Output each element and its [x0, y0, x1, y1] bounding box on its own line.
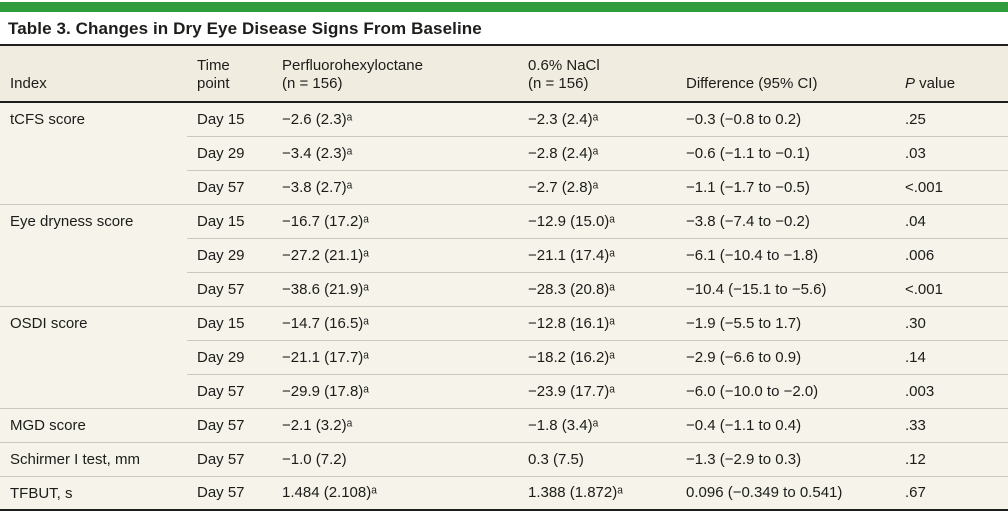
table-row-tcfs-day15: tCFS score Day 15 −2.6 (2.3)ᵃ −2.3 (2.4)… [0, 101, 1008, 204]
table-row-schirmer-day57: Schirmer I test, mm Day 57 −1.0 (7.2) 0.… [0, 441, 1008, 476]
time-cell: Day 57 [187, 271, 272, 306]
index-cell-mgd: MGD score [0, 407, 187, 442]
header-row: Index Time point Perfluorohexyloctane (n… [0, 45, 1008, 103]
p-value-cell: .30 [895, 305, 1008, 340]
difference-cell: 0.096 (−0.349 to 0.541) [676, 475, 895, 510]
drug-value-cell: −29.9 (17.8)ᵃ [272, 373, 518, 408]
drug-value-cell: 1.484 (2.108)ᵃ [272, 475, 518, 510]
time-cell: Day 29 [187, 237, 272, 272]
table-row-mgd-day57: MGD score Day 57 −2.1 (3.2)ᵃ −1.8 (3.4)ᵃ… [0, 407, 1008, 442]
column-header-time-point: Time point [187, 45, 272, 103]
dry-eye-signs-table: Index Time point Perfluorohexyloctane (n… [0, 44, 1008, 511]
p-value-cell: .33 [895, 407, 1008, 442]
column-header-difference: Difference (95% CI) [676, 45, 895, 103]
difference-cell: −6.1 (−10.4 to −1.8) [676, 237, 895, 272]
time-cell: Day 29 [187, 135, 272, 170]
drug-value-cell: −3.4 (2.3)ᵃ [272, 135, 518, 170]
time-cell: Day 15 [187, 305, 272, 340]
index-cell-osdi: OSDI score [0, 305, 187, 408]
table-row-dryness-day57: Day 57 −38.6 (21.9)ᵃ −28.3 (20.8)ᵃ −10.4… [0, 271, 1008, 306]
difference-cell: −0.3 (−0.8 to 0.2) [676, 101, 895, 136]
nacl-value-cell: −12.9 (15.0)ᵃ [518, 203, 676, 238]
difference-cell: −0.6 (−1.1 to −0.1) [676, 135, 895, 170]
time-cell: Day 57 [187, 407, 272, 442]
column-header-index: Index [0, 45, 187, 103]
table-body: tCFS score Day 15 −2.6 (2.3)ᵃ −2.3 (2.4)… [0, 101, 1008, 510]
column-header-perfluorohexyloctane: Perfluorohexyloctane (n = 156) [272, 45, 518, 103]
time-cell: Day 15 [187, 203, 272, 238]
difference-cell: −1.3 (−2.9 to 0.3) [676, 441, 895, 476]
table-row-osdi-day29: Day 29 −21.1 (17.7)ᵃ −18.2 (16.2)ᵃ −2.9 … [0, 339, 1008, 374]
difference-cell: −1.1 (−1.7 to −0.5) [676, 169, 895, 204]
p-value-cell: .12 [895, 441, 1008, 476]
difference-cell: −0.4 (−1.1 to 0.4) [676, 407, 895, 442]
nacl-value-cell: −2.8 (2.4)ᵃ [518, 135, 676, 170]
time-cell: Day 57 [187, 373, 272, 408]
p-value-cell: .04 [895, 203, 1008, 238]
time-cell: Day 57 [187, 475, 272, 510]
nacl-value-cell: −21.1 (17.4)ᵃ [518, 237, 676, 272]
difference-cell: −1.9 (−5.5 to 1.7) [676, 305, 895, 340]
drug-value-cell: −38.6 (21.9)ᵃ [272, 271, 518, 306]
time-cell: Day 57 [187, 169, 272, 204]
nacl-value-cell: −18.2 (16.2)ᵃ [518, 339, 676, 374]
p-value-cell: .03 [895, 135, 1008, 170]
p-value-cell: .003 [895, 373, 1008, 408]
nacl-value-cell: −23.9 (17.7)ᵃ [518, 373, 676, 408]
table-row-tcfs-day57: Day 57 −3.8 (2.7)ᵃ −2.7 (2.8)ᵃ −1.1 (−1.… [0, 169, 1008, 204]
table-row-dryness-day15: Eye dryness score Day 15 −16.7 (17.2)ᵃ −… [0, 203, 1008, 306]
drug-value-cell: −2.1 (3.2)ᵃ [272, 407, 518, 442]
p-value-cell: <.001 [895, 271, 1008, 306]
time-cell: Day 29 [187, 339, 272, 374]
drug-value-cell: −1.0 (7.2) [272, 441, 518, 476]
drug-value-cell: −2.6 (2.3)ᵃ [272, 101, 518, 136]
table-title: Table 3. Changes in Dry Eye Disease Sign… [8, 19, 482, 38]
table-accent-bar [0, 2, 1008, 12]
table-row-osdi-day57: Day 57 −29.9 (17.8)ᵃ −23.9 (17.7)ᵃ −6.0 … [0, 373, 1008, 408]
drug-value-cell: −27.2 (21.1)ᵃ [272, 237, 518, 272]
p-value-cell: .67 [895, 475, 1008, 510]
nacl-value-cell: −28.3 (20.8)ᵃ [518, 271, 676, 306]
index-cell-schirmer: Schirmer I test, mm [0, 441, 187, 476]
column-header-nacl: 0.6% NaCl (n = 156) [518, 45, 676, 103]
drug-value-cell: −16.7 (17.2)ᵃ [272, 203, 518, 238]
nacl-value-cell: −12.8 (16.1)ᵃ [518, 305, 676, 340]
difference-cell: −10.4 (−15.1 to −5.6) [676, 271, 895, 306]
column-header-p-value: P value [895, 45, 1008, 103]
difference-cell: −3.8 (−7.4 to −0.2) [676, 203, 895, 238]
nacl-value-cell: 1.388 (1.872)ᵃ [518, 475, 676, 510]
time-cell: Day 57 [187, 441, 272, 476]
p-value-cell: .25 [895, 101, 1008, 136]
table-row-osdi-day15: OSDI score Day 15 −14.7 (16.5)ᵃ −12.8 (1… [0, 305, 1008, 408]
index-cell-eye-dryness: Eye dryness score [0, 203, 187, 306]
table-row-tcfs-day29: Day 29 −3.4 (2.3)ᵃ −2.8 (2.4)ᵃ −0.6 (−1.… [0, 135, 1008, 170]
p-value-cell: .14 [895, 339, 1008, 374]
index-cell-tfbut: TFBUT, s [0, 475, 187, 510]
drug-value-cell: −21.1 (17.7)ᵃ [272, 339, 518, 374]
p-value-cell: <.001 [895, 169, 1008, 204]
time-cell: Day 15 [187, 101, 272, 136]
difference-cell: −6.0 (−10.0 to −2.0) [676, 373, 895, 408]
index-cell-tcfs: tCFS score [0, 101, 187, 204]
nacl-value-cell: 0.3 (7.5) [518, 441, 676, 476]
nacl-value-cell: −2.3 (2.4)ᵃ [518, 101, 676, 136]
p-value-cell: .006 [895, 237, 1008, 272]
difference-cell: −2.9 (−6.6 to 0.9) [676, 339, 895, 374]
table-header: Index Time point Perfluorohexyloctane (n… [0, 45, 1008, 103]
table-row-tfbut-day57: TFBUT, s Day 57 1.484 (2.108)ᵃ 1.388 (1.… [0, 475, 1008, 510]
nacl-value-cell: −1.8 (3.4)ᵃ [518, 407, 676, 442]
drug-value-cell: −14.7 (16.5)ᵃ [272, 305, 518, 340]
table-row-dryness-day29: Day 29 −27.2 (21.1)ᵃ −21.1 (17.4)ᵃ −6.1 … [0, 237, 1008, 272]
nacl-value-cell: −2.7 (2.8)ᵃ [518, 169, 676, 204]
drug-value-cell: −3.8 (2.7)ᵃ [272, 169, 518, 204]
